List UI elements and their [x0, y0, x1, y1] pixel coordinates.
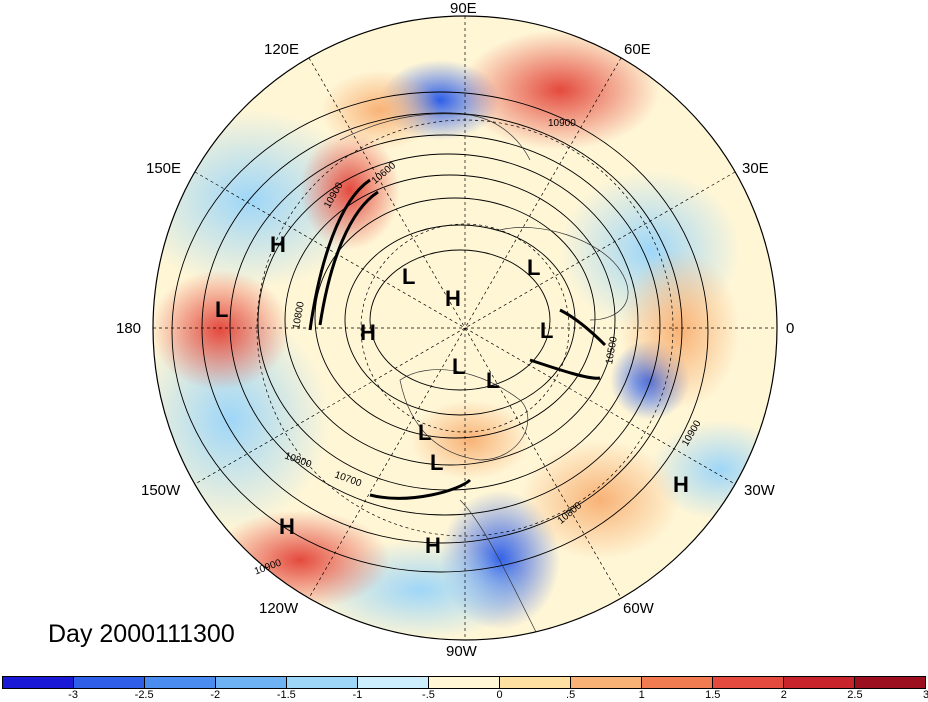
low-center-marker: L — [430, 450, 444, 475]
label-0: 0 — [786, 320, 795, 337]
colorbar-tick-label: -2 — [210, 689, 221, 701]
colorbar-tick-label: 2 — [780, 689, 787, 701]
colorbar-tick-label: 2.5 — [847, 689, 863, 701]
colorbar-tick-label: -1 — [352, 689, 363, 701]
colorbar-tick-label: 1.5 — [705, 689, 721, 701]
colorbar-tick-label: 0 — [496, 689, 503, 701]
colorbar-swatch — [358, 677, 429, 688]
label-120w: 120W — [259, 600, 299, 617]
label-150e: 150E — [146, 160, 182, 177]
colorbar-tick-label: 3 — [922, 689, 928, 701]
colorbar-tick-label: -2.5 — [134, 689, 154, 701]
colorbar-swatch — [3, 677, 74, 688]
page-title: Day 2000111300 — [48, 620, 235, 648]
colorbar-swatch — [216, 677, 287, 688]
colorbar-tick-label: 1 — [638, 689, 645, 701]
label-150w: 150W — [141, 482, 181, 499]
colorbar-tick-label: -3 — [68, 689, 78, 701]
colorbar-swatch — [145, 677, 216, 688]
label-60w: 60W — [623, 600, 654, 617]
colorbar-tick-label: .5 — [566, 689, 576, 701]
anomaly-field — [153, 16, 777, 640]
low-center-marker: L — [452, 354, 466, 379]
colorbar-swatch — [287, 677, 358, 688]
colorbar-swatch — [500, 677, 571, 688]
label-30e: 30E — [742, 160, 769, 177]
contour-label: 10900 — [548, 118, 576, 129]
colorbar-swatch — [784, 677, 855, 688]
high-center-marker: H — [673, 472, 689, 497]
colorbar-swatch — [855, 677, 925, 688]
colorbar-tick-label: -1.5 — [276, 689, 296, 701]
label-90e: 90E — [450, 0, 477, 17]
high-center-marker: H — [425, 533, 441, 558]
map-border — [152, 15, 778, 641]
low-center-marker: L — [418, 420, 432, 445]
low-center-marker: L — [540, 318, 554, 343]
colorbar-swatch — [713, 677, 784, 688]
low-center-marker: L — [215, 297, 229, 322]
colorbar-swatch — [571, 677, 642, 688]
high-center-marker: H — [445, 286, 461, 311]
colorbar-swatch — [429, 677, 500, 688]
high-center-marker: H — [279, 514, 295, 539]
label-120e: 120E — [264, 41, 300, 58]
graticule — [153, 16, 777, 640]
low-center-marker: L — [527, 255, 541, 280]
low-center-marker: L — [402, 264, 416, 289]
colorbar-swatch — [74, 677, 145, 688]
label-90w: 90W — [446, 643, 477, 660]
colorbar-tick-label: -.5 — [422, 689, 435, 701]
high-center-marker: H — [270, 232, 286, 257]
colorbar-swatch — [642, 677, 713, 688]
label-30w: 30W — [744, 482, 775, 499]
colorbar — [2, 676, 926, 689]
low-center-marker: H — [360, 320, 376, 345]
label-60e: 60E — [624, 41, 651, 58]
low-center-marker: L — [486, 368, 500, 393]
label-180: 180 — [116, 320, 142, 337]
